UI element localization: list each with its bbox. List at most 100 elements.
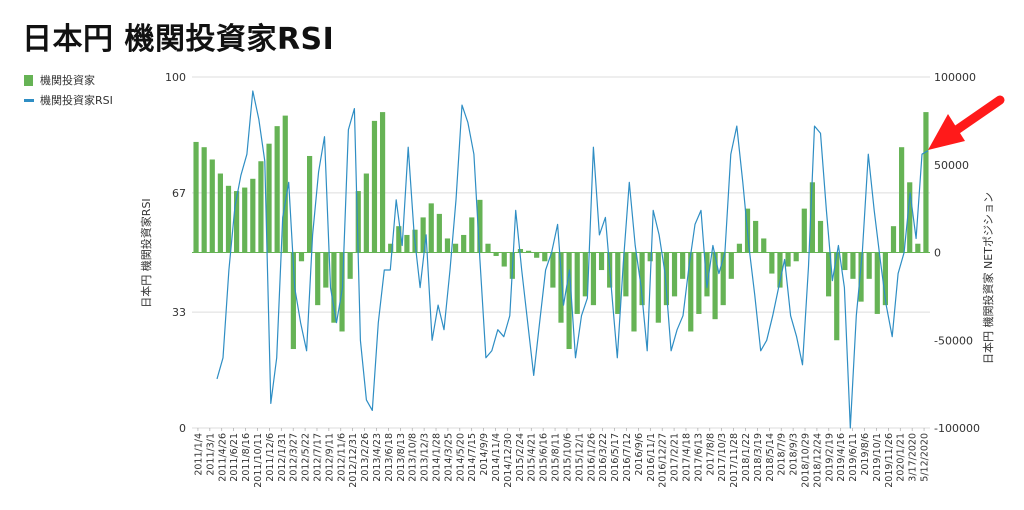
net-position-bar	[728, 252, 734, 279]
legend-label-line: 機関投資家RSI	[40, 94, 113, 107]
x-tick-label: 2017/6/13	[693, 433, 704, 482]
x-tick-label: 2017/4/18	[682, 433, 693, 482]
net-position-bar	[720, 252, 726, 306]
x-tick-label: 2012/5/22	[301, 433, 312, 482]
net-position-bar	[201, 147, 207, 253]
page-title: 日本円 機関投資家RSI	[22, 22, 335, 57]
net-position-bar	[234, 191, 240, 253]
x-tick-label: 2017/10/3	[717, 433, 728, 482]
legend-item-line[interactable]: 機関投資家RSI	[24, 90, 113, 110]
net-position-bar	[671, 252, 678, 297]
x-tick-label: 2019/4/16	[836, 433, 847, 482]
net-position-bar	[793, 252, 799, 262]
net-position-bar	[282, 115, 288, 253]
net-position-bar	[647, 252, 653, 262]
net-position-bar	[826, 252, 832, 297]
x-tick-label: 2016/12/27	[658, 433, 669, 488]
net-position-bar	[915, 243, 921, 253]
x-tick-label: 2018/7/9	[777, 433, 788, 476]
x-tick-label: 2013/10/8	[408, 433, 419, 482]
net-position-bar	[704, 252, 710, 297]
x-tick-label: 2019/2/19	[824, 433, 835, 482]
legend-label-bar: 機関投資家	[40, 74, 95, 87]
net-position-bar	[858, 252, 864, 302]
net-position-bar	[550, 252, 556, 288]
x-tick-label: 2016/1/26	[586, 433, 597, 482]
x-tick-label: 2016/9/6	[634, 433, 645, 476]
x-tick-label: 2016/5/17	[610, 433, 621, 482]
x-tick-label: 2011/4/26	[217, 433, 228, 482]
net-position-bar	[850, 252, 856, 279]
x-tick-label: 2015/6/16	[539, 433, 550, 482]
net-position-bar	[452, 243, 459, 253]
x-tick-label: 2018/5/14	[765, 433, 776, 482]
rsi-line	[216, 90, 929, 429]
x-tick-label: 2011/3/1	[205, 433, 216, 476]
net-position-bar	[874, 252, 880, 314]
net-position-bar	[250, 178, 256, 253]
net-position-bar	[331, 252, 337, 323]
right-tick-label: 0	[934, 247, 941, 260]
x-tick-label: 2011/6/21	[229, 433, 240, 482]
net-position-bar	[890, 226, 897, 253]
net-position-bar	[736, 243, 743, 253]
right-tick-label: 50000	[934, 159, 969, 172]
net-position-bar	[274, 126, 280, 253]
net-position-bar	[866, 252, 872, 279]
x-tick-label: 2015/2/24	[515, 433, 526, 482]
net-position-bar	[420, 217, 426, 253]
net-position-bar	[209, 159, 215, 253]
x-tick-label: 2014/7/15	[467, 433, 478, 482]
x-tick-label: 2014/3/25	[443, 433, 454, 482]
x-tick-label: 2017/8/8	[705, 433, 716, 476]
net-position-bar	[217, 173, 223, 253]
x-tick-label: 2019/8/6	[860, 433, 871, 476]
x-tick-label: 2011/12/6	[265, 433, 276, 482]
left-axis-title: 日本円 機関投資家RSI	[139, 198, 153, 307]
net-position-bar	[574, 252, 580, 314]
net-position-bar	[258, 161, 264, 253]
net-position-bar	[371, 120, 378, 253]
x-tick-label: 2014/5/20	[455, 433, 466, 482]
x-tick-label: 2015/4/21	[527, 433, 538, 482]
x-tick-label: 2013/12/3	[420, 433, 431, 482]
net-position-bar	[525, 250, 532, 253]
x-tick-label: 2013/2/26	[360, 433, 371, 482]
net-position-bar	[493, 252, 499, 257]
net-position-bar	[558, 252, 564, 323]
net-position-bar	[899, 147, 905, 253]
red-arrow-icon	[928, 95, 1005, 150]
x-tick-label: 2020/1/21	[896, 433, 907, 482]
net-position-bar	[753, 220, 759, 253]
net-position-bar	[363, 173, 369, 253]
right-tick-label: 100000	[934, 71, 976, 84]
x-tick-label: 2018/10/29	[801, 433, 812, 488]
x-tick-label: 2019/10/1	[872, 433, 883, 482]
net-position-bar	[542, 252, 548, 262]
x-tick-label: 2016/11/1	[646, 433, 657, 482]
left-tick-label: 100	[165, 71, 186, 84]
x-tick-label: 2012/7/17	[313, 433, 324, 482]
x-tick-label: 2015/8/11	[551, 433, 562, 482]
x-tick-label: 2017/2/21	[670, 433, 681, 482]
net-position-bar	[306, 155, 313, 253]
x-tick-label: 2016/7/12	[622, 433, 633, 482]
legend: 機関投資家 機関投資家RSI	[24, 70, 113, 110]
legend-item-bar[interactable]: 機関投資家	[24, 70, 113, 90]
net-position-bar	[590, 252, 597, 306]
net-position-bar	[688, 252, 694, 332]
net-position-bar	[315, 252, 321, 306]
net-position-bar	[469, 217, 475, 253]
net-position-bar	[225, 185, 232, 253]
net-position-bar	[485, 243, 491, 253]
net-position-bar	[566, 252, 572, 350]
net-position-bar	[582, 252, 588, 297]
x-tick-label: 2012/11/6	[336, 433, 347, 482]
net-position-bar	[436, 213, 442, 253]
net-position-bar	[444, 238, 451, 253]
x-tick-label: 3/17/2020	[908, 433, 919, 482]
left-axis: 0 33 67 100	[165, 71, 186, 435]
x-tick-label: 5/12/2020	[920, 433, 931, 482]
net-position-bar	[639, 252, 645, 306]
right-tick-label: -50000	[934, 334, 973, 347]
